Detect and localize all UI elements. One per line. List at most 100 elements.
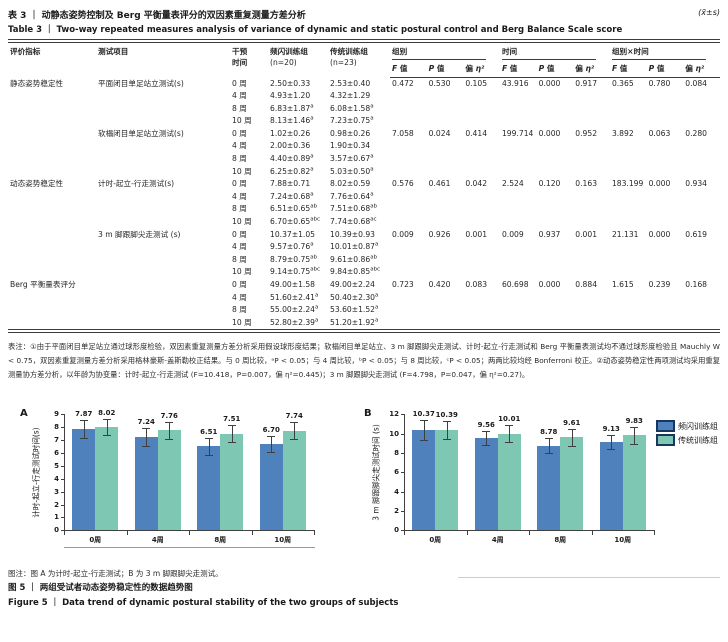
indicator-cell: Berg 平衡量表评分 [10, 280, 76, 289]
table-row: 8 周 8.79±0.75ab 9.61±0.86ab [8, 254, 720, 267]
stat-header: 偏 η² [573, 60, 610, 78]
test-name-cell: 平面闭目单足站立测试(s) [98, 78, 184, 88]
group1-value-cell: 6.70±0.65abc [268, 216, 328, 229]
indicator-cell: 动态姿势稳定性 [10, 179, 64, 189]
time-cell: 4 周 [232, 292, 247, 302]
value-text: 2.50±0.33 [270, 78, 311, 88]
table-row: 静态姿势稳定性 平面闭目单足站立测试(s) 0 周 2.50±0.33 2.53±0.4… [8, 78, 720, 91]
error-bar-cap [442, 438, 451, 440]
error-bar [106, 419, 108, 435]
stat-value-cell: 2.524 [501, 179, 524, 189]
error-bar [208, 438, 210, 455]
x-tick-label: 4周 [151, 536, 164, 545]
figure-caption: 图注：图 A 为计时-起立-行走测试；B 为 3 m 脚跟脚尖走测试。 图 5 … [8, 568, 720, 610]
col-header-indicator: 评价指标 [10, 47, 41, 56]
legend-item-label: 频闪训练组 [678, 421, 718, 431]
table-notes: 表注：①由于平面闭目单足站立通过球形度检验，双因素重复测量方差分析采用假设球形度… [8, 342, 720, 380]
stat-value-cell: 21.131 [611, 229, 639, 239]
y-axis [404, 414, 405, 531]
error-bar [486, 430, 488, 446]
stat-value-cell: 0.009 [392, 229, 414, 239]
stat-header: F 值 [609, 60, 647, 78]
bar [220, 433, 244, 531]
stat-value-cell: 0.723 [392, 280, 414, 289]
value-text: 8.02±0.59 [330, 179, 371, 189]
error-bar-cap [505, 442, 514, 444]
y-tick [61, 491, 64, 493]
time-cell: 10 周 [232, 116, 252, 126]
value-superscript: a [310, 153, 314, 160]
table-title-row: 表 3 ｜ 动静态姿势控制及 Berg 平衡量表评分的双因素重复测量方差分析 (… [8, 8, 720, 21]
y-tick-label: 9 [54, 410, 59, 419]
error-bar-cap [227, 424, 236, 426]
bar [134, 437, 158, 531]
value-superscript: ab [370, 254, 378, 261]
x-tick [591, 531, 593, 536]
value-text: 7.74±0.68 [330, 217, 371, 227]
bar-value-label: 7.74 [285, 411, 303, 420]
x-tick-label: 10周 [614, 536, 632, 545]
value-superscript: a [370, 103, 374, 110]
error-bar-cap [419, 419, 428, 421]
time-cell: 0 周 [232, 229, 247, 239]
bar-value-label: 7.51 [223, 414, 241, 423]
error-bar-cap [142, 445, 151, 447]
legend-item: 传统训练组 [656, 434, 718, 447]
y-tick-label: 0 [54, 526, 59, 535]
value-superscript: ab [310, 254, 318, 261]
stat-value-cell: 0.009 [501, 229, 524, 239]
stat-header: P 值 [646, 60, 684, 78]
error-bar-cap [227, 442, 236, 444]
y-tick-label: 7 [54, 436, 59, 445]
anova-table-wrap: 评价指标 测试项目 干预 时间 频闪训练组 (n=20) 传统训练组 (n=23… [8, 39, 720, 334]
group1-value-cell: 2.50±0.33 [268, 78, 328, 91]
stat-value-cell: 0.472 [392, 79, 414, 88]
value-superscript: ac [370, 216, 377, 223]
stat-value-cell: 7.058 [392, 128, 414, 138]
error-bar [146, 428, 148, 446]
time-cell: 4 周 [232, 141, 247, 151]
stat-value-cell: 43.916 [501, 79, 529, 88]
value-superscript: a [315, 317, 319, 324]
value-superscript: a [375, 304, 379, 311]
value-text: 7.76±0.64 [330, 191, 371, 201]
figure-row: A 计时-起立-行走测试时间(s) 0 1 2 3 4 5 6 7 8 9 0周 4周 8周 10周 7.87 7… [8, 404, 720, 556]
value-superscript: a [370, 191, 374, 198]
table-row: 4 周 2.00±0.36 1.90±0.34 [8, 140, 720, 153]
group2-value-cell: 10.01±0.87a [328, 241, 390, 254]
stat-value-cell: 0.000 [538, 280, 561, 289]
table-row: Berg 平衡量表评分 0 周 49.00±1.58 49.00±2.24 0.723 0… [8, 279, 720, 292]
figure-caption-en: Figure 5 ｜ Data trend of dynamic postura… [8, 597, 399, 608]
value-text: 50.40±2.30 [330, 292, 376, 302]
value-text: 4.40±0.89 [270, 154, 311, 164]
error-bar-cap [630, 443, 639, 445]
x-tick [654, 531, 655, 536]
stat-value-cell: 0.461 [428, 179, 451, 189]
value-text: 49.00±1.58 [270, 280, 316, 289]
value-text: 4.93±1.20 [270, 91, 311, 101]
legend-item-label: 传统训练组 [678, 435, 718, 445]
bar [474, 437, 498, 531]
bar-value-label: 10.39 [435, 410, 458, 419]
value-text: 8.79±0.75 [270, 254, 311, 264]
bar-value-label: 9.61 [563, 419, 581, 428]
y-tick [61, 530, 64, 532]
y-tick-label: 6 [394, 468, 399, 477]
test-name-cell: 软榻闭目单足站立测试(s) [98, 128, 184, 138]
x-tick [404, 531, 405, 536]
table-row: 3 m 脚跟脚尖走测试 (s) 0 周 10.37±1.05 10.39±0.93 0.… [8, 229, 720, 242]
y-axis-label: 计时-起立-行走测试时间(s) [31, 427, 41, 518]
spanner-group: 组别 [390, 43, 500, 60]
error-bar [231, 424, 233, 443]
indicator-cell: 静态姿势稳定性 [10, 78, 64, 88]
chart-a: A 计时-起立-行走测试时间(s) 0 1 2 3 4 5 6 7 8 9 0周 4周 8周 10周 7.87 7… [14, 404, 364, 556]
caption-divider [458, 577, 720, 578]
time-cell: 4 周 [232, 191, 247, 201]
stat-value-cell: 0.000 [648, 229, 671, 239]
col-header-group2-line2: (n=23) [330, 58, 357, 67]
error-bar-cap [102, 419, 111, 421]
stat-value-cell: 0.280 [685, 128, 707, 138]
error-bar [634, 427, 636, 444]
